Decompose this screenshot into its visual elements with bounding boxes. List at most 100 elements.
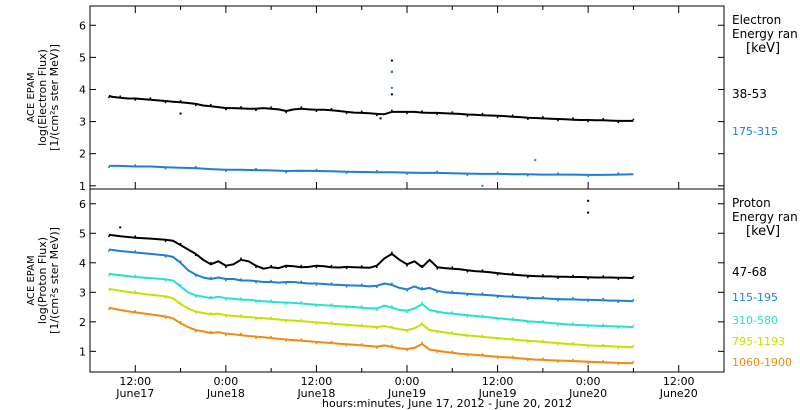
data-point — [511, 272, 514, 274]
data-point — [240, 332, 242, 335]
data-point — [345, 307, 348, 309]
legend-entry-47-68: 47-68 — [732, 265, 767, 279]
data-point — [617, 327, 620, 329]
data-point — [466, 336, 469, 338]
data-point — [632, 298, 635, 301]
data-point — [285, 282, 288, 285]
data-point — [436, 170, 439, 173]
data-point — [194, 104, 197, 107]
data-point — [557, 277, 559, 280]
data-point — [436, 351, 439, 354]
data-point — [225, 315, 227, 318]
data-point — [179, 99, 182, 102]
data-point — [240, 314, 242, 316]
data-point — [164, 101, 167, 104]
data-point — [315, 110, 318, 113]
data-point — [481, 269, 484, 271]
data-point — [315, 266, 318, 269]
x-tick-time-label: 12:00 — [301, 375, 333, 388]
data-point — [587, 346, 589, 348]
data-point — [481, 353, 484, 355]
series-line-1060-1900 — [108, 306, 634, 365]
outlier-point — [179, 112, 182, 115]
data-point — [108, 250, 110, 252]
data-point — [300, 106, 303, 109]
data-point — [134, 290, 137, 293]
data-point — [164, 167, 167, 170]
data-point — [572, 358, 574, 361]
data-point — [391, 251, 393, 254]
data-point — [315, 168, 318, 171]
y-axis-label-line: ACE EPAM — [26, 72, 37, 122]
data-point — [300, 338, 303, 341]
data-point — [511, 294, 514, 297]
legend-title-line: [keV] — [746, 41, 780, 56]
data-point — [108, 235, 110, 238]
outlier-point — [534, 159, 537, 162]
data-point — [179, 284, 182, 286]
data-point — [481, 112, 484, 115]
x-tick-date-label: June20 — [659, 387, 698, 400]
data-point — [451, 311, 454, 313]
data-point — [406, 112, 408, 115]
legend-entry-1060-1900: 1060-1900 — [732, 356, 792, 369]
data-point — [421, 264, 423, 267]
data-point — [375, 327, 378, 330]
series-line-38-53 — [108, 94, 634, 122]
outlier-point — [587, 199, 590, 202]
data-point — [315, 342, 318, 345]
x-tick-date-label: June18 — [296, 387, 335, 400]
data-point — [330, 303, 333, 305]
series-line-47-68 — [108, 233, 634, 280]
data-point — [406, 290, 408, 292]
data-point — [466, 294, 469, 297]
data-point — [164, 256, 167, 258]
legend-entry-175-315: 175-315 — [732, 125, 778, 138]
data-point — [391, 109, 393, 112]
data-point — [330, 264, 333, 267]
data-point — [345, 172, 348, 175]
data-point — [526, 174, 529, 177]
data-point — [572, 274, 574, 277]
legend-entry-38-53: 38-53 — [732, 87, 767, 101]
data-point — [375, 266, 378, 269]
data-point — [602, 275, 605, 277]
data-point — [617, 278, 620, 281]
data-point — [164, 279, 167, 282]
data-point — [451, 290, 454, 293]
outlier-point — [390, 86, 393, 89]
data-point — [557, 172, 559, 175]
data-point — [108, 289, 110, 292]
legend-title-line: Energy ran — [732, 210, 798, 224]
data-point — [270, 335, 272, 338]
data-point — [526, 321, 529, 324]
x-tick-time-label: 0:00 — [576, 375, 601, 388]
data-point — [617, 301, 620, 303]
data-point — [194, 312, 197, 314]
data-point — [255, 109, 257, 112]
data-point — [557, 343, 559, 346]
data-point — [421, 110, 423, 112]
data-point — [330, 107, 333, 110]
data-point — [375, 169, 378, 172]
data-point — [542, 295, 544, 298]
data-point — [315, 323, 318, 325]
data-point — [587, 277, 589, 280]
data-point — [496, 318, 499, 321]
data-point — [391, 344, 393, 347]
data-point — [360, 283, 363, 286]
data-point — [255, 167, 257, 170]
data-point — [134, 310, 137, 312]
data-point — [108, 96, 110, 99]
series-line-175-315 — [108, 164, 634, 176]
data-point — [270, 316, 272, 319]
outlier-point — [379, 117, 382, 120]
data-point — [632, 360, 635, 363]
series-line-115-195 — [108, 248, 634, 303]
data-point — [225, 266, 227, 269]
data-point — [375, 286, 378, 289]
legend-title-line: Energy ran — [732, 27, 798, 41]
data-point — [225, 108, 227, 111]
data-point — [240, 278, 242, 280]
outlier-point — [390, 59, 393, 62]
